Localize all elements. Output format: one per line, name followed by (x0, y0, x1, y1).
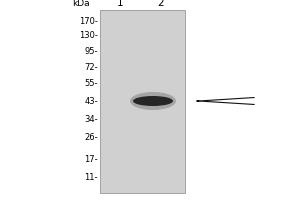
Text: 17-: 17- (84, 156, 98, 164)
Ellipse shape (130, 92, 176, 110)
Text: 43-: 43- (84, 97, 98, 106)
Text: 95-: 95- (85, 47, 98, 56)
Text: 34-: 34- (84, 114, 98, 123)
Text: kDa: kDa (72, 0, 90, 8)
Ellipse shape (133, 96, 173, 106)
Text: 130-: 130- (79, 30, 98, 40)
Text: 170-: 170- (79, 18, 98, 26)
Text: 72-: 72- (84, 62, 98, 72)
Text: 26-: 26- (84, 134, 98, 142)
Text: 1: 1 (117, 0, 123, 8)
Text: 2: 2 (158, 0, 164, 8)
Text: 55-: 55- (85, 79, 98, 88)
Text: 11-: 11- (85, 172, 98, 182)
Bar (100, 10, 185, 193)
